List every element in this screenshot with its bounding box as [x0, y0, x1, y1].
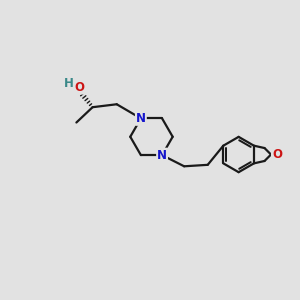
Text: N: N	[157, 148, 167, 162]
Text: N: N	[136, 112, 146, 125]
Text: O: O	[272, 148, 282, 161]
Text: O: O	[74, 81, 84, 94]
Text: H: H	[64, 77, 74, 90]
